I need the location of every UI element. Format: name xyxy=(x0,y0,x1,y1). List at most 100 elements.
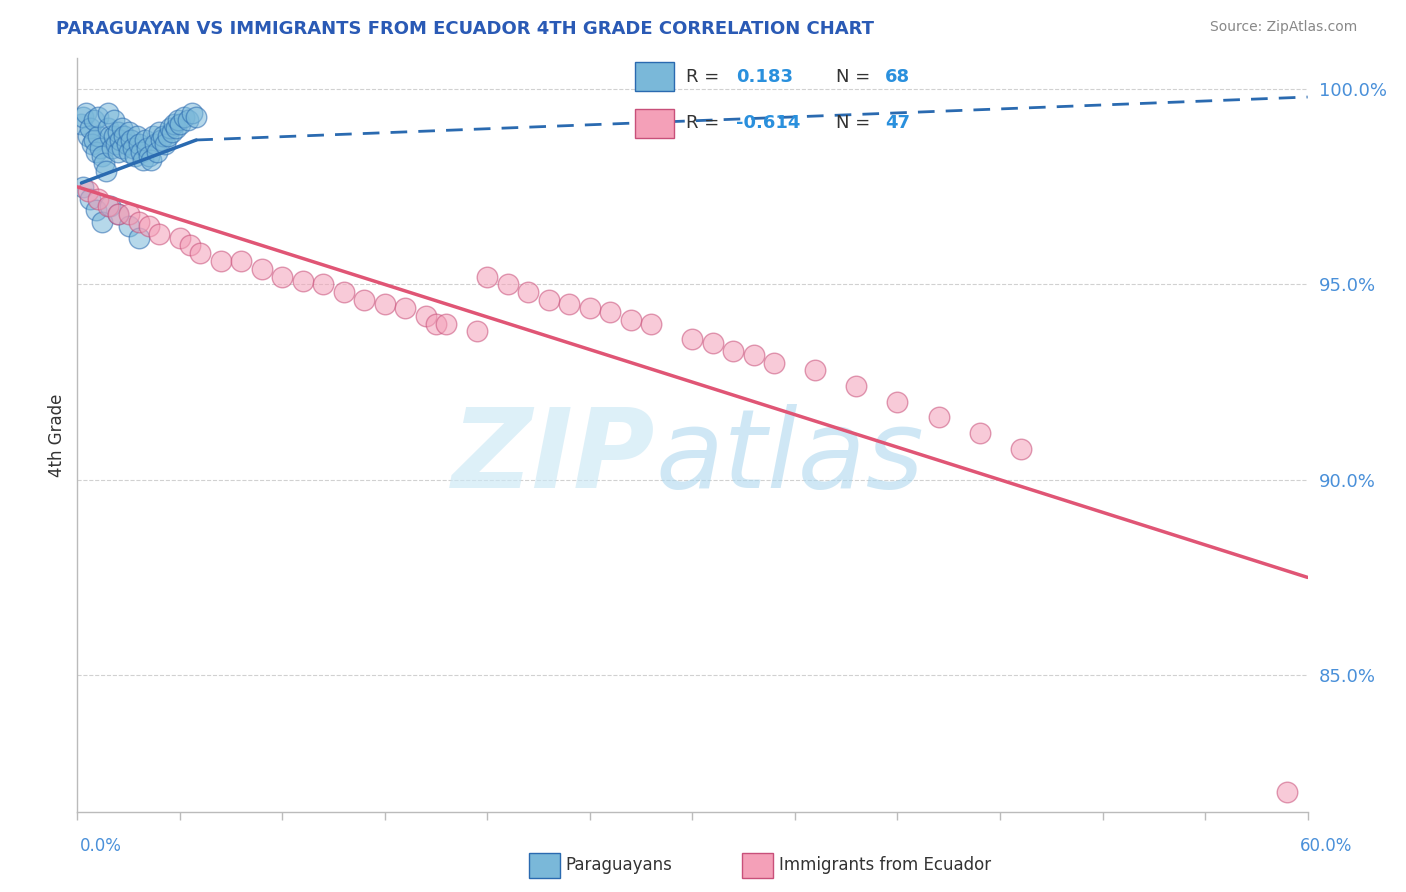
Text: Immigrants from Ecuador: Immigrants from Ecuador xyxy=(779,856,991,874)
Point xyxy=(886,394,908,409)
Point xyxy=(128,215,150,229)
Text: PARAGUAYAN VS IMMIGRANTS FROM ECUADOR 4TH GRADE CORRELATION CHART: PARAGUAYAN VS IMMIGRANTS FROM ECUADOR 4T… xyxy=(56,20,875,37)
Point xyxy=(353,293,375,307)
Point xyxy=(80,136,103,151)
Bar xyxy=(636,109,673,137)
Point xyxy=(640,317,662,331)
Point xyxy=(425,317,447,331)
Point xyxy=(79,121,101,136)
Point xyxy=(93,156,115,170)
Point xyxy=(166,113,188,128)
Point xyxy=(763,356,786,370)
Text: 47: 47 xyxy=(884,114,910,132)
Point xyxy=(117,219,139,233)
Point xyxy=(107,125,129,139)
Text: 0.183: 0.183 xyxy=(735,68,793,86)
Point xyxy=(89,141,111,155)
Point xyxy=(136,141,159,155)
Point xyxy=(143,136,166,151)
Point xyxy=(415,309,437,323)
Point xyxy=(928,410,950,425)
Point xyxy=(188,246,212,260)
Point xyxy=(87,129,110,144)
Point xyxy=(117,125,139,139)
Point xyxy=(117,145,139,159)
Text: N =: N = xyxy=(837,114,876,132)
Point xyxy=(517,285,540,300)
Text: Source: ZipAtlas.com: Source: ZipAtlas.com xyxy=(1209,20,1357,34)
Point xyxy=(150,133,173,147)
Point xyxy=(124,148,146,162)
Point xyxy=(141,153,163,167)
Point xyxy=(702,336,724,351)
Point xyxy=(76,184,98,198)
Point xyxy=(142,129,165,144)
Point xyxy=(209,254,232,268)
Point xyxy=(129,145,152,159)
Point xyxy=(155,136,177,151)
Text: Paraguayans: Paraguayans xyxy=(565,856,672,874)
Point xyxy=(159,121,181,136)
Point xyxy=(160,125,183,139)
Point xyxy=(138,219,160,233)
Point xyxy=(138,148,160,162)
Text: R =: R = xyxy=(686,114,724,132)
Text: R =: R = xyxy=(686,68,724,86)
Point xyxy=(120,133,142,147)
Point xyxy=(72,179,94,194)
Point xyxy=(87,110,110,124)
Point xyxy=(1275,785,1298,799)
Point xyxy=(121,141,143,155)
Point xyxy=(134,133,156,147)
Point xyxy=(76,129,98,144)
Point xyxy=(115,136,138,151)
Point xyxy=(558,297,581,311)
Point xyxy=(94,164,117,178)
Point xyxy=(98,199,121,213)
Point xyxy=(436,317,458,331)
Point xyxy=(70,117,93,131)
Point xyxy=(103,113,125,128)
Point xyxy=(169,117,191,131)
Point xyxy=(333,285,356,300)
Y-axis label: 4th Grade: 4th Grade xyxy=(48,393,66,476)
Text: 60.0%: 60.0% xyxy=(1301,837,1353,855)
Point xyxy=(152,129,174,144)
Point xyxy=(83,133,105,147)
Text: 0.0%: 0.0% xyxy=(80,837,122,855)
Point xyxy=(83,113,105,128)
Point xyxy=(465,324,488,338)
Point xyxy=(969,425,991,440)
Point xyxy=(107,145,129,159)
Point xyxy=(111,121,134,136)
Point xyxy=(291,274,314,288)
Point xyxy=(128,230,150,244)
Point xyxy=(97,121,120,136)
Point xyxy=(231,254,253,268)
Point xyxy=(125,129,148,144)
Point xyxy=(128,136,150,151)
Point xyxy=(742,348,765,362)
Bar xyxy=(636,62,673,91)
Point xyxy=(146,145,169,159)
Point xyxy=(579,301,602,315)
Point xyxy=(374,297,396,311)
Point xyxy=(148,125,170,139)
Point xyxy=(107,207,129,221)
Point xyxy=(87,192,110,206)
Point xyxy=(599,305,621,319)
Text: ZIP: ZIP xyxy=(453,404,655,511)
Point xyxy=(90,148,114,162)
Point xyxy=(177,113,200,128)
Point xyxy=(169,230,191,244)
Point xyxy=(98,129,121,144)
Point xyxy=(845,379,868,393)
Point xyxy=(723,343,745,358)
Point xyxy=(90,215,114,229)
Point xyxy=(110,133,132,147)
Point xyxy=(682,332,704,346)
Point xyxy=(72,110,94,124)
Text: atlas: atlas xyxy=(655,404,924,511)
Point xyxy=(107,207,129,221)
Point xyxy=(165,121,187,136)
